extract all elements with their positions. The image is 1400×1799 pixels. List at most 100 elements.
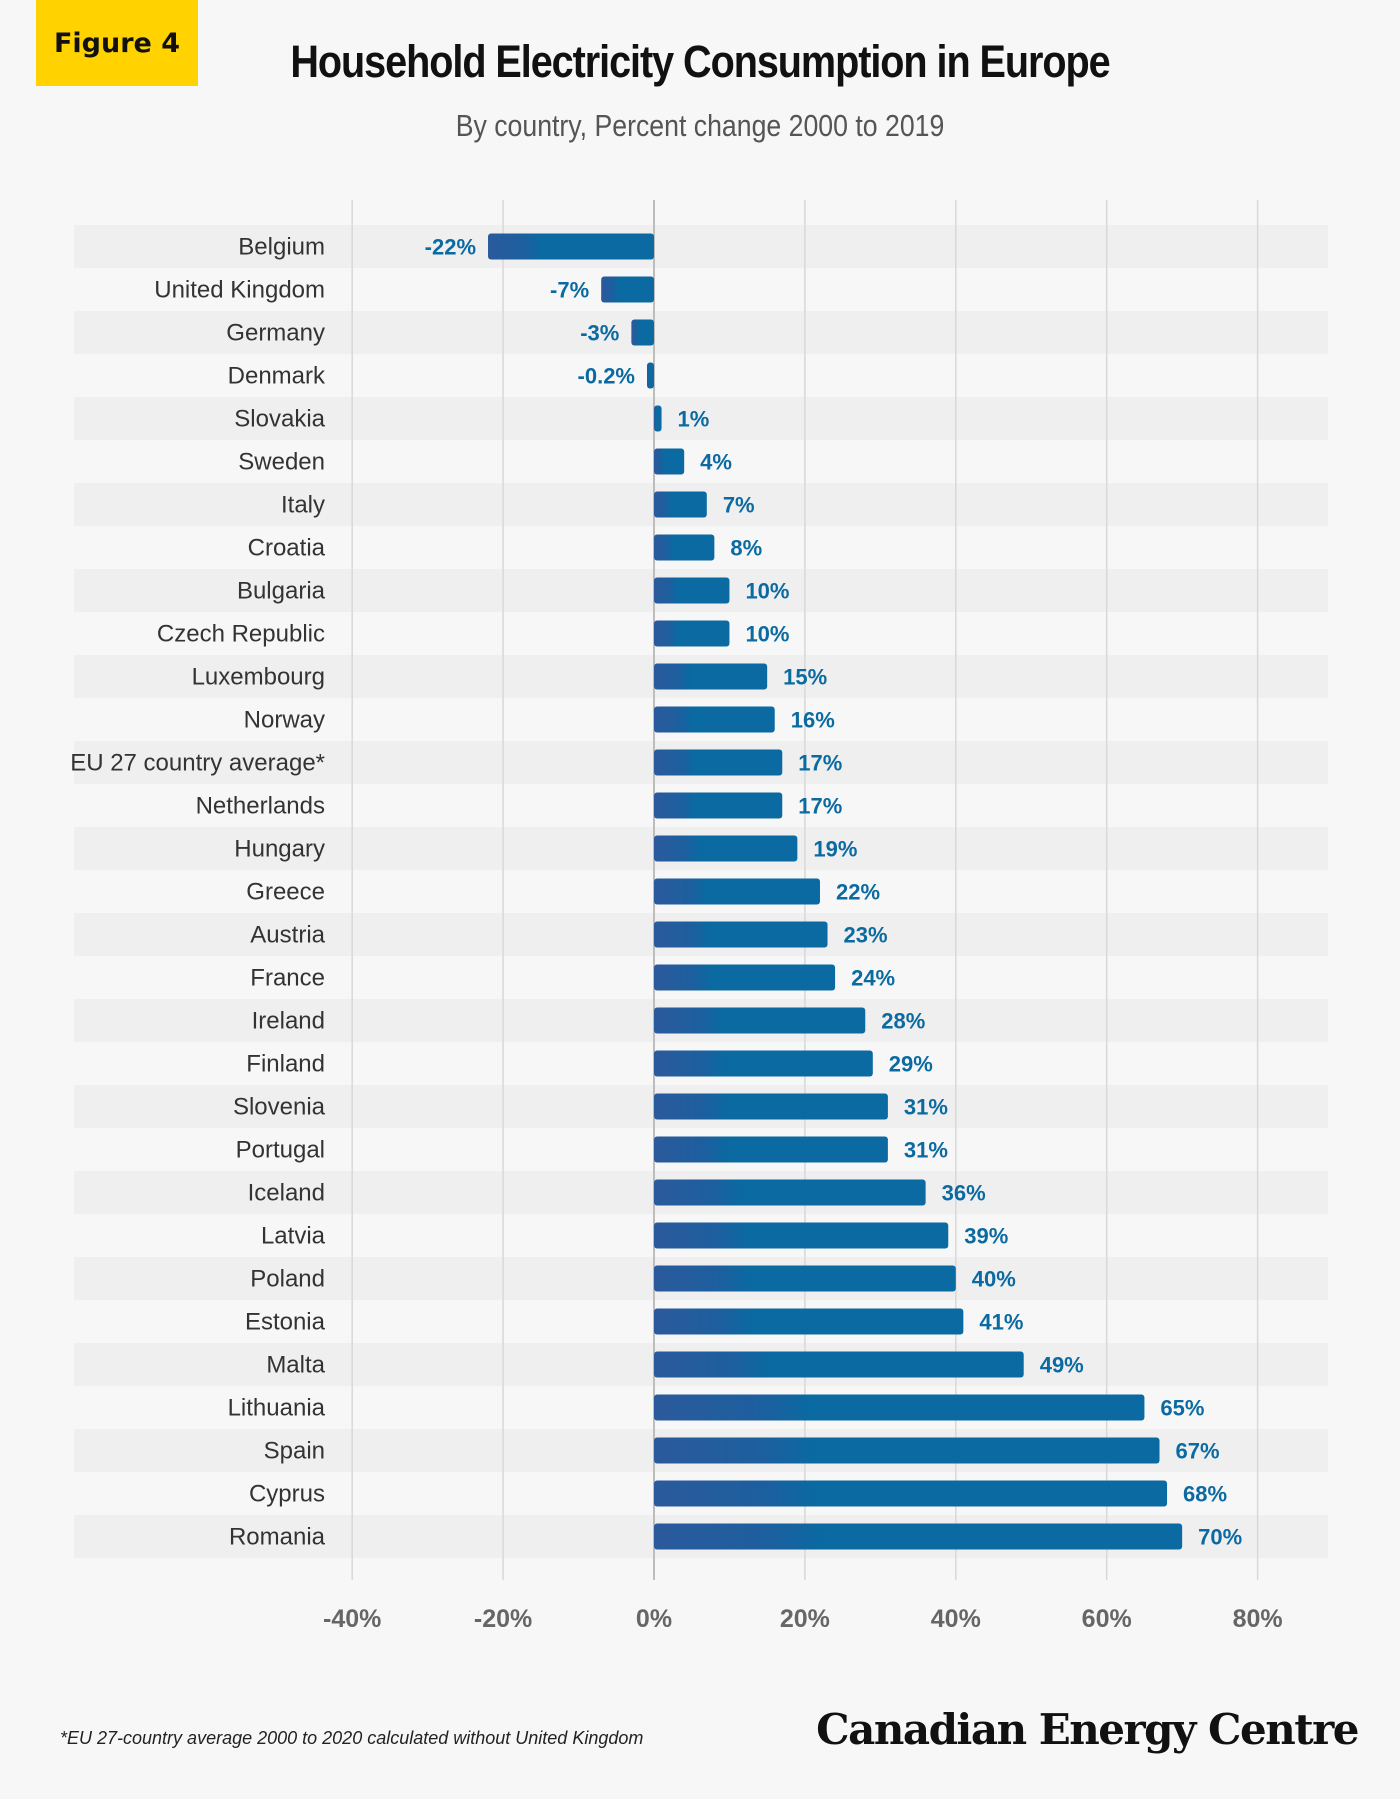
category-label: Latvia [261, 1223, 326, 1250]
bar [654, 964, 836, 991]
data-label: 67% [1176, 1439, 1220, 1464]
category-label: Slovenia [233, 1094, 326, 1121]
category-label: Cyprus [249, 1481, 325, 1508]
bar [654, 878, 820, 905]
category-label: Ireland [252, 1008, 325, 1035]
row-stripe [74, 397, 1328, 440]
category-label: France [250, 965, 325, 992]
category-label: Italy [281, 492, 325, 519]
category-label: Czech Republic [157, 621, 325, 648]
tick-label: 80% [1233, 1605, 1283, 1633]
category-label: Croatia [248, 535, 326, 562]
data-label: 39% [964, 1224, 1008, 1249]
bar [654, 620, 730, 647]
tick-label: 40% [931, 1605, 981, 1633]
category-label: EU 27 country average* [70, 750, 325, 777]
bar [654, 1480, 1168, 1507]
bar [654, 706, 775, 733]
chart-title: Household Electricity Consumption in Eur… [290, 36, 1110, 87]
bar [654, 491, 707, 518]
category-label: Norway [244, 707, 325, 734]
category-label: Belgium [238, 234, 325, 261]
data-label: 17% [798, 751, 842, 776]
bar [654, 921, 828, 948]
category-label: Denmark [228, 363, 326, 390]
category-label: Netherlands [196, 793, 325, 820]
data-label: 24% [851, 966, 895, 991]
bar [654, 405, 662, 432]
category-label: Austria [250, 922, 325, 949]
category-label: Finland [246, 1051, 325, 1078]
tick-label: -20% [474, 1605, 532, 1633]
data-label: 23% [844, 923, 888, 948]
bar [654, 835, 798, 862]
bar [654, 1437, 1160, 1464]
figure-label: Figure 4 [53, 27, 181, 59]
data-label: 31% [904, 1138, 948, 1163]
category-label: Portugal [236, 1137, 325, 1164]
bar [654, 1179, 926, 1206]
footnote: *EU 27-country average 2000 to 2020 calc… [60, 1728, 644, 1748]
category-label: Hungary [234, 836, 325, 863]
data-label: 4% [700, 450, 732, 475]
data-label: 36% [942, 1181, 986, 1206]
data-label: -22% [425, 235, 476, 260]
data-label: 7% [723, 493, 755, 518]
data-label: 19% [813, 837, 857, 862]
logo-text: Canadian Energy Centre [816, 1705, 1359, 1754]
category-label: United Kingdom [154, 277, 325, 304]
category-label: Greece [246, 879, 325, 906]
tick-label: 20% [780, 1605, 830, 1633]
data-label: 15% [783, 665, 827, 690]
tick-label: 60% [1082, 1605, 1132, 1633]
data-label: 8% [730, 536, 762, 561]
bar [654, 577, 730, 604]
bar [654, 663, 768, 690]
data-label: 68% [1183, 1482, 1227, 1507]
row-stripe [74, 311, 1328, 354]
bar [654, 1136, 888, 1163]
bar [654, 749, 783, 776]
data-label: 22% [836, 880, 880, 905]
bar [654, 1222, 949, 1249]
chart-subtitle: By country, Percent change 2000 to 2019 [455, 108, 945, 143]
figure-badge: Figure 4 [36, 0, 198, 86]
data-label: 41% [979, 1310, 1023, 1335]
tick-label: 0% [636, 1605, 672, 1633]
bar [654, 1093, 888, 1120]
bar [654, 1308, 964, 1335]
bar [654, 1050, 873, 1077]
category-label: Spain [264, 1438, 325, 1465]
data-label: 28% [881, 1009, 925, 1034]
data-label: 16% [791, 708, 835, 733]
tick-label: -40% [323, 1605, 381, 1633]
category-label: Malta [266, 1352, 325, 1379]
data-label: -0.2% [578, 364, 635, 389]
data-label: 49% [1040, 1353, 1084, 1378]
category-label: Poland [250, 1266, 325, 1293]
data-label: 10% [745, 622, 789, 647]
data-label: -7% [550, 278, 589, 303]
category-label: Bulgaria [237, 578, 326, 605]
data-label: 31% [904, 1095, 948, 1120]
data-label: 40% [972, 1267, 1016, 1292]
category-label: Luxembourg [192, 664, 325, 691]
bar [654, 1394, 1145, 1421]
data-label: 29% [889, 1052, 933, 1077]
bar [654, 792, 783, 819]
category-label: Germany [226, 320, 325, 347]
bar [654, 1351, 1024, 1378]
category-label: Estonia [245, 1309, 326, 1336]
row-stripe [74, 225, 1328, 268]
bar [654, 534, 715, 561]
bar [654, 1007, 866, 1034]
category-label: Romania [229, 1524, 326, 1551]
category-label: Lithuania [228, 1395, 326, 1422]
bar [654, 448, 685, 475]
category-label: Iceland [248, 1180, 325, 1207]
category-label: Sweden [238, 449, 325, 476]
category-label: Slovakia [234, 406, 325, 433]
bar [654, 1265, 956, 1292]
data-label: 70% [1198, 1525, 1242, 1550]
